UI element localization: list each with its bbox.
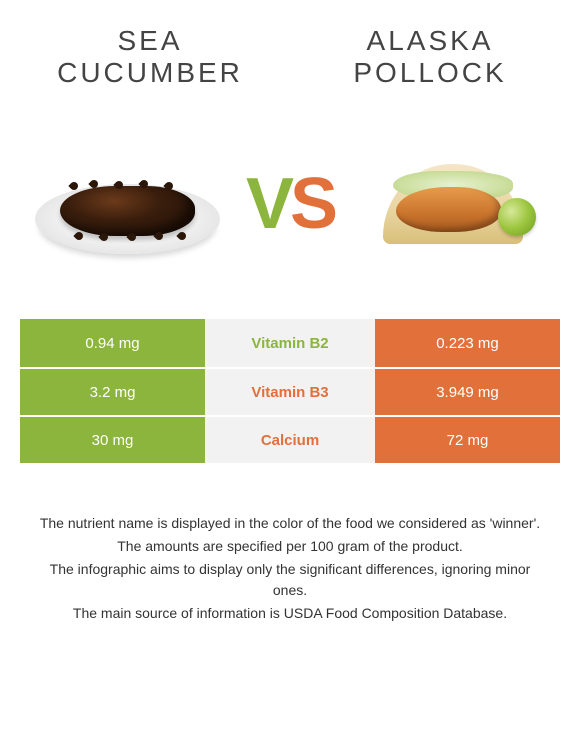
left-value-cell: 3.2 mg [20, 369, 205, 415]
vs-s: S [290, 163, 334, 245]
left-food-image [30, 134, 225, 274]
right-value-cell: 0.223 mg [375, 319, 560, 367]
footer-line: The main source of information is USDA F… [35, 603, 545, 624]
images-row: VS [0, 99, 580, 319]
right-value-cell: 72 mg [375, 417, 560, 463]
left-value-cell: 0.94 mg [20, 319, 205, 367]
footer-notes: The nutrient name is displayed in the co… [0, 463, 580, 624]
left-food-title: SEA CUCUMBER [50, 25, 250, 89]
vs-v: V [246, 163, 290, 245]
footer-line: The infographic aims to display only the… [35, 559, 545, 601]
comparison-table: 0.94 mgVitamin B20.223 mg3.2 mgVitamin B… [20, 319, 560, 463]
table-row: 30 mgCalcium72 mg [20, 415, 560, 463]
nutrient-cell: Vitamin B3 [205, 369, 375, 415]
footer-line: The amounts are specified per 100 gram o… [35, 536, 545, 557]
left-value-cell: 30 mg [20, 417, 205, 463]
sea-cucumber-icon [60, 186, 195, 236]
footer-line: The nutrient name is displayed in the co… [35, 513, 545, 534]
table-row: 3.2 mgVitamin B33.949 mg [20, 367, 560, 415]
nutrient-cell: Vitamin B2 [205, 319, 375, 367]
right-food-image [355, 134, 550, 274]
vs-label: VS [246, 163, 334, 245]
right-value-cell: 3.949 mg [375, 369, 560, 415]
header: SEA CUCUMBER ALASKA POLLOCK [0, 0, 580, 99]
taco-icon [378, 154, 528, 244]
lime-icon [498, 198, 536, 236]
right-food-title: ALASKA POLLOCK [330, 25, 530, 89]
table-row: 0.94 mgVitamin B20.223 mg [20, 319, 560, 367]
nutrient-cell: Calcium [205, 417, 375, 463]
